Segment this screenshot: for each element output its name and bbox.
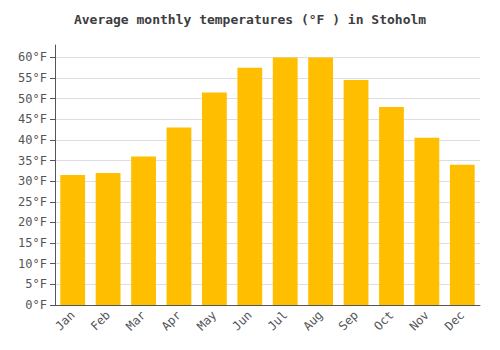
svg-text:45°F: 45°F <box>18 112 47 126</box>
svg-text:20°F: 20°F <box>18 215 47 229</box>
svg-text:Oct: Oct <box>371 308 396 333</box>
svg-text:60°F: 60°F <box>18 50 47 64</box>
svg-text:Mar: Mar <box>123 308 148 333</box>
svg-text:5°F: 5°F <box>25 277 47 291</box>
svg-text:50°F: 50°F <box>18 92 47 106</box>
svg-text:25°F: 25°F <box>18 195 47 209</box>
svg-text:15°F: 15°F <box>18 236 47 250</box>
svg-text:55°F: 55°F <box>18 71 47 85</box>
svg-text:Jan: Jan <box>52 308 77 333</box>
svg-text:30°F: 30°F <box>18 174 47 188</box>
svg-text:Nov: Nov <box>407 308 432 333</box>
svg-text:Apr: Apr <box>159 308 184 333</box>
svg-text:Dec: Dec <box>442 308 467 333</box>
svg-text:Aug: Aug <box>300 308 325 333</box>
svg-text:Feb: Feb <box>88 308 113 333</box>
svg-text:0°F: 0°F <box>25 298 47 312</box>
svg-text:Average monthly temperatures (: Average monthly temperatures (°F ) in St… <box>74 12 426 27</box>
svg-text:40°F: 40°F <box>18 133 47 147</box>
svg-text:35°F: 35°F <box>18 154 47 168</box>
svg-text:Jun: Jun <box>230 308 255 333</box>
svg-text:Jul: Jul <box>265 308 290 333</box>
svg-text:May: May <box>194 308 219 333</box>
svg-text:10°F: 10°F <box>18 257 47 271</box>
svg-text:Sep: Sep <box>336 308 361 333</box>
